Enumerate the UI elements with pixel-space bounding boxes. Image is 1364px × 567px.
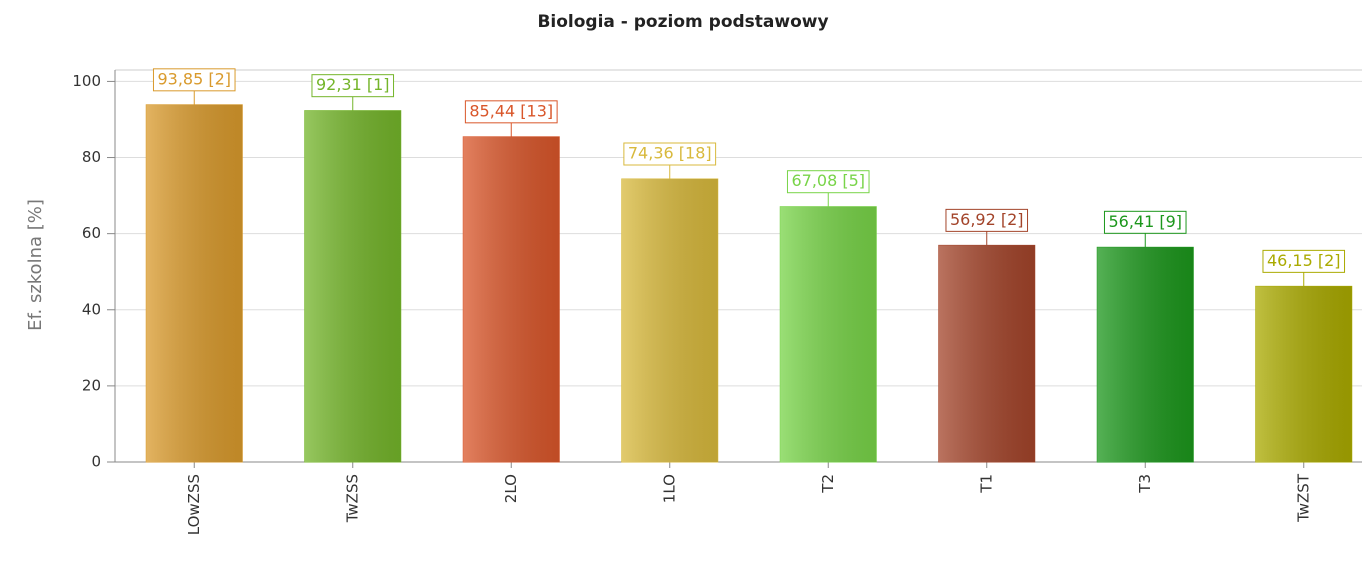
- value-label-box: [1262, 249, 1346, 273]
- bar-shine: [1097, 247, 1194, 462]
- value-label-box: [464, 100, 558, 124]
- value-label: 74,36 [18]: [628, 143, 712, 162]
- bar-shine: [304, 110, 401, 463]
- value-label-box: [786, 170, 870, 194]
- value-label-box: [152, 68, 236, 92]
- x-tick-label: LOwZSS: [185, 474, 203, 535]
- value-label-box: [1103, 210, 1187, 234]
- y-tick-label: 20: [82, 376, 101, 394]
- value-label: 46,15 [2]: [1267, 251, 1341, 270]
- y-axis-label: Ef. szkolna [%]: [25, 199, 46, 331]
- value-label-box: [945, 208, 1029, 232]
- value-label-box: [623, 142, 717, 166]
- y-tick-label: 100: [72, 72, 101, 90]
- y-tick-label: 40: [82, 300, 101, 318]
- bar-shine: [146, 104, 243, 462]
- value-label: 85,44 [13]: [469, 101, 553, 120]
- x-tick-label: T3: [1136, 474, 1154, 494]
- bar-shine: [463, 136, 560, 462]
- bar-shine: [1255, 286, 1352, 462]
- value-label: 56,41 [9]: [1108, 212, 1182, 231]
- value-label: 56,92 [2]: [950, 210, 1024, 229]
- x-tick-label: 2LO: [502, 474, 520, 503]
- bar-shine: [621, 178, 718, 462]
- bar-shine: [780, 206, 877, 462]
- y-tick-label: 80: [82, 148, 101, 166]
- x-tick-label: T2: [819, 474, 837, 494]
- y-tick-label: 60: [82, 224, 101, 242]
- value-label: 67,08 [5]: [791, 171, 865, 190]
- x-tick-label: 1LO: [660, 474, 678, 503]
- y-tick-label: 0: [91, 453, 101, 471]
- chart-title: Biologia - poziom podstawowy: [537, 12, 828, 32]
- bar-shine: [938, 245, 1035, 462]
- x-tick-label: TwZST: [1294, 473, 1312, 523]
- value-label: 93,85 [2]: [157, 69, 231, 88]
- value-label-box: [311, 74, 395, 98]
- x-tick-label: TwZSS: [343, 474, 361, 523]
- value-label: 92,31 [1]: [316, 75, 390, 94]
- x-tick-label: T1: [977, 474, 995, 494]
